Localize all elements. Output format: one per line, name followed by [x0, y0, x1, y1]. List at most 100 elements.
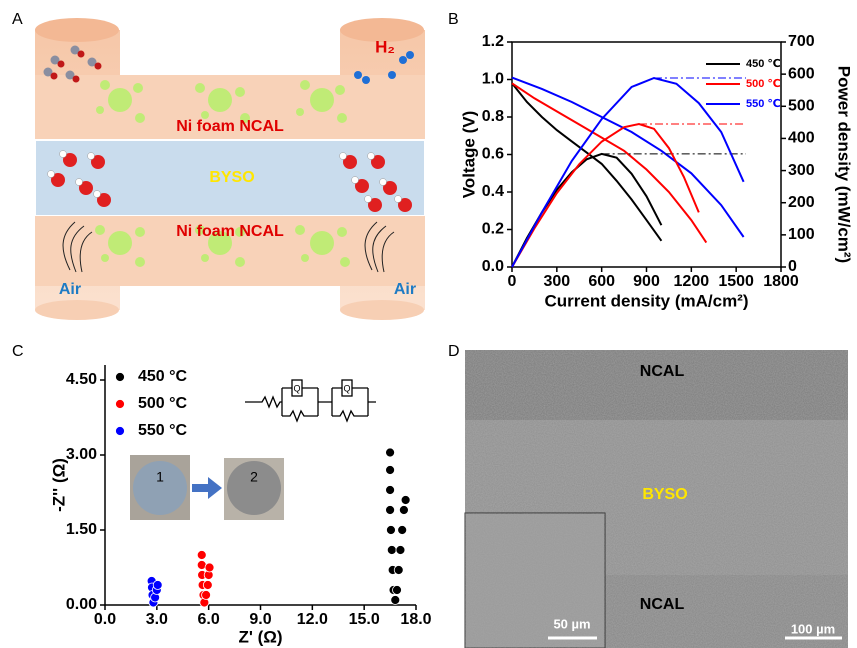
molecule	[65, 70, 75, 80]
legend-marker	[115, 399, 125, 409]
particle	[201, 111, 209, 119]
particle	[340, 257, 350, 267]
y-tick-label: 0.00	[66, 596, 97, 613]
particle	[337, 113, 347, 123]
particle	[201, 254, 209, 262]
cylinder-bottom	[340, 300, 424, 320]
x-tick-label: 1800	[763, 273, 799, 290]
particle	[235, 87, 245, 97]
element	[341, 379, 353, 397]
y-tick-label: 3.00	[66, 446, 97, 463]
x-tick-label: 3.0	[146, 611, 168, 628]
cell-diagram: H₂ Ni foam NCAL BYSO Ni foam NCAL Air Ai…	[34, 18, 426, 320]
particle	[337, 227, 347, 237]
pellet	[133, 461, 187, 515]
circuit-label: Q	[293, 383, 300, 393]
molecule	[43, 67, 53, 77]
voltage-line	[511, 76, 745, 238]
y2-tick-label: 500	[788, 98, 815, 115]
point	[385, 465, 395, 475]
h2	[406, 51, 414, 59]
water-o	[368, 198, 382, 212]
air-flow	[364, 221, 378, 271]
h2	[388, 71, 396, 79]
particle	[133, 83, 143, 93]
element	[291, 379, 303, 397]
particle	[235, 257, 245, 267]
point	[393, 565, 404, 575]
air-flow	[372, 225, 387, 273]
water-h	[59, 150, 67, 158]
panel-label: C	[12, 343, 24, 360]
layer-label: Ni foam NCAL	[176, 223, 284, 240]
water-h	[394, 195, 402, 203]
layer-label: NCAL	[640, 596, 685, 613]
voltage-line	[511, 82, 708, 244]
particle	[240, 113, 250, 123]
x-tick-label: 15.0	[349, 611, 380, 628]
x-tick-label: 12.0	[297, 611, 328, 628]
x-tick-label: 0	[508, 273, 517, 290]
point	[201, 590, 211, 600]
molecule-o	[72, 75, 80, 83]
particle	[195, 83, 205, 93]
point	[390, 595, 401, 605]
air-flow	[79, 231, 93, 273]
point	[392, 585, 402, 595]
molecule-o	[57, 60, 65, 68]
sem-texture	[465, 513, 605, 648]
x-tick-label: 1200	[674, 273, 710, 290]
x-tick-label: 6.0	[198, 611, 220, 628]
air-flow	[62, 221, 76, 271]
point	[400, 495, 411, 505]
particle	[310, 231, 334, 255]
y-axis-title: Voltage (V)	[459, 111, 478, 199]
y2-tick-label: 0	[788, 258, 797, 275]
point	[385, 505, 395, 515]
circuit	[245, 387, 376, 423]
sample-label: 1	[156, 469, 164, 485]
particle	[195, 225, 205, 235]
x-tick-label: 9.0	[249, 611, 271, 628]
panel-label: D	[448, 343, 460, 360]
y2-tick-label: 200	[788, 194, 815, 211]
water-o	[51, 173, 65, 187]
layer-label: Ni foam NCAL	[176, 118, 284, 135]
water-h	[367, 152, 375, 160]
point	[385, 485, 395, 495]
particle	[135, 227, 145, 237]
micrograph	[464, 350, 848, 648]
y-tick-label: 1.0	[482, 71, 504, 88]
water-h	[379, 178, 387, 186]
particle	[100, 80, 110, 90]
water-h	[47, 170, 55, 178]
y-axis-title: -Z'' (Ω)	[49, 458, 68, 512]
y-tick-label: 0.8	[482, 108, 504, 125]
water-o	[91, 155, 105, 169]
legend-marker	[115, 372, 125, 382]
gas-label: H₂	[375, 37, 395, 56]
y2-tick-label: 100	[788, 226, 815, 243]
water-o	[398, 198, 412, 212]
particle	[295, 225, 305, 235]
legend-label: 550 ℃	[746, 98, 781, 110]
air-flow	[70, 225, 85, 273]
y2-axis-title: Power density (mW/cm²)	[835, 66, 854, 263]
photo-inset	[130, 455, 284, 520]
molecule	[50, 55, 60, 65]
water-o	[383, 181, 397, 195]
layer-label: BYSO	[209, 169, 254, 186]
decoration	[43, 45, 414, 273]
gas-label: Air	[59, 281, 81, 298]
legend-marker	[115, 426, 125, 436]
x-tick-label: 300	[543, 273, 570, 290]
y-tick-label: 0.0	[482, 258, 504, 275]
legend-label: 500 °C	[138, 395, 188, 412]
h2	[362, 76, 370, 84]
x-axis-title: Current density (mA/cm²)	[544, 291, 748, 310]
molecule	[87, 57, 97, 67]
x-tick-label: 0.0	[94, 611, 116, 628]
point	[196, 550, 207, 560]
x-axis-title: Z' (Ω)	[238, 627, 282, 646]
y-tick-label: 4.50	[66, 371, 97, 388]
